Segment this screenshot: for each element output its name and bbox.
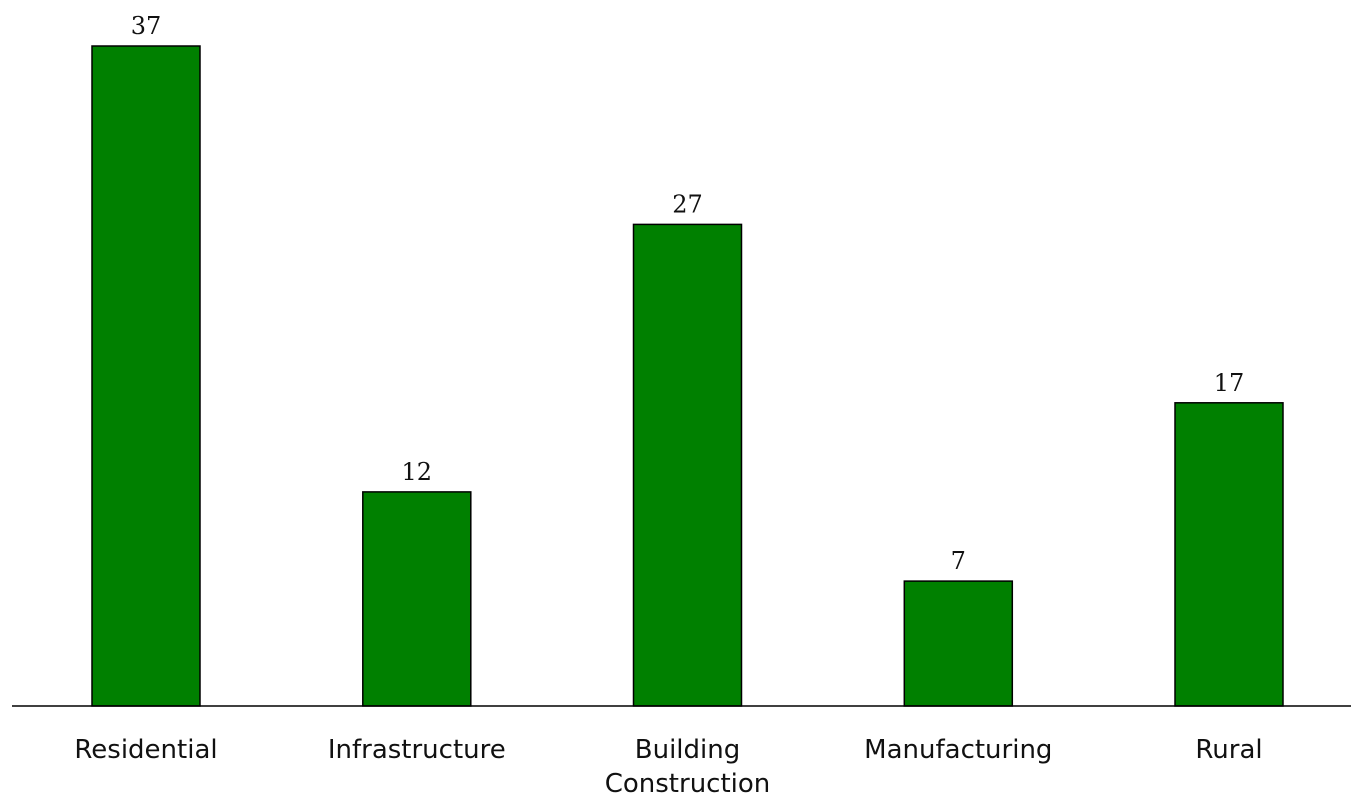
category-label: Infrastructure [328, 735, 506, 765]
category-label: Rural [1195, 735, 1262, 765]
value-label: 37 [131, 12, 162, 40]
bar-building-construction [632, 223, 743, 707]
category-label: Residential [74, 735, 217, 765]
category-label-line: Residential [74, 735, 217, 765]
value-label: 17 [1214, 369, 1245, 397]
value-labels-group: 37 12 27 7 17 [131, 12, 1245, 575]
bars-group [91, 45, 1284, 707]
category-label-line: Manufacturing [864, 735, 1052, 765]
category-label-line: Construction [605, 769, 771, 798]
value-label: 7 [951, 547, 966, 575]
bar-rural [1174, 402, 1284, 707]
bar-residential [91, 45, 201, 707]
category-labels-group: Residential Infrastructure Building Constru… [74, 735, 1262, 798]
category-label-line: Infrastructure [328, 735, 506, 765]
bar-manufacturing [903, 580, 1014, 707]
value-label: 12 [402, 458, 433, 486]
category-label-line: Rural [1195, 735, 1262, 765]
bar-infrastructure [362, 491, 472, 707]
category-label: Manufacturing [864, 735, 1052, 765]
category-label: Building Construction [605, 735, 771, 798]
value-label: 27 [672, 190, 703, 218]
category-label-line: Building [635, 735, 740, 765]
